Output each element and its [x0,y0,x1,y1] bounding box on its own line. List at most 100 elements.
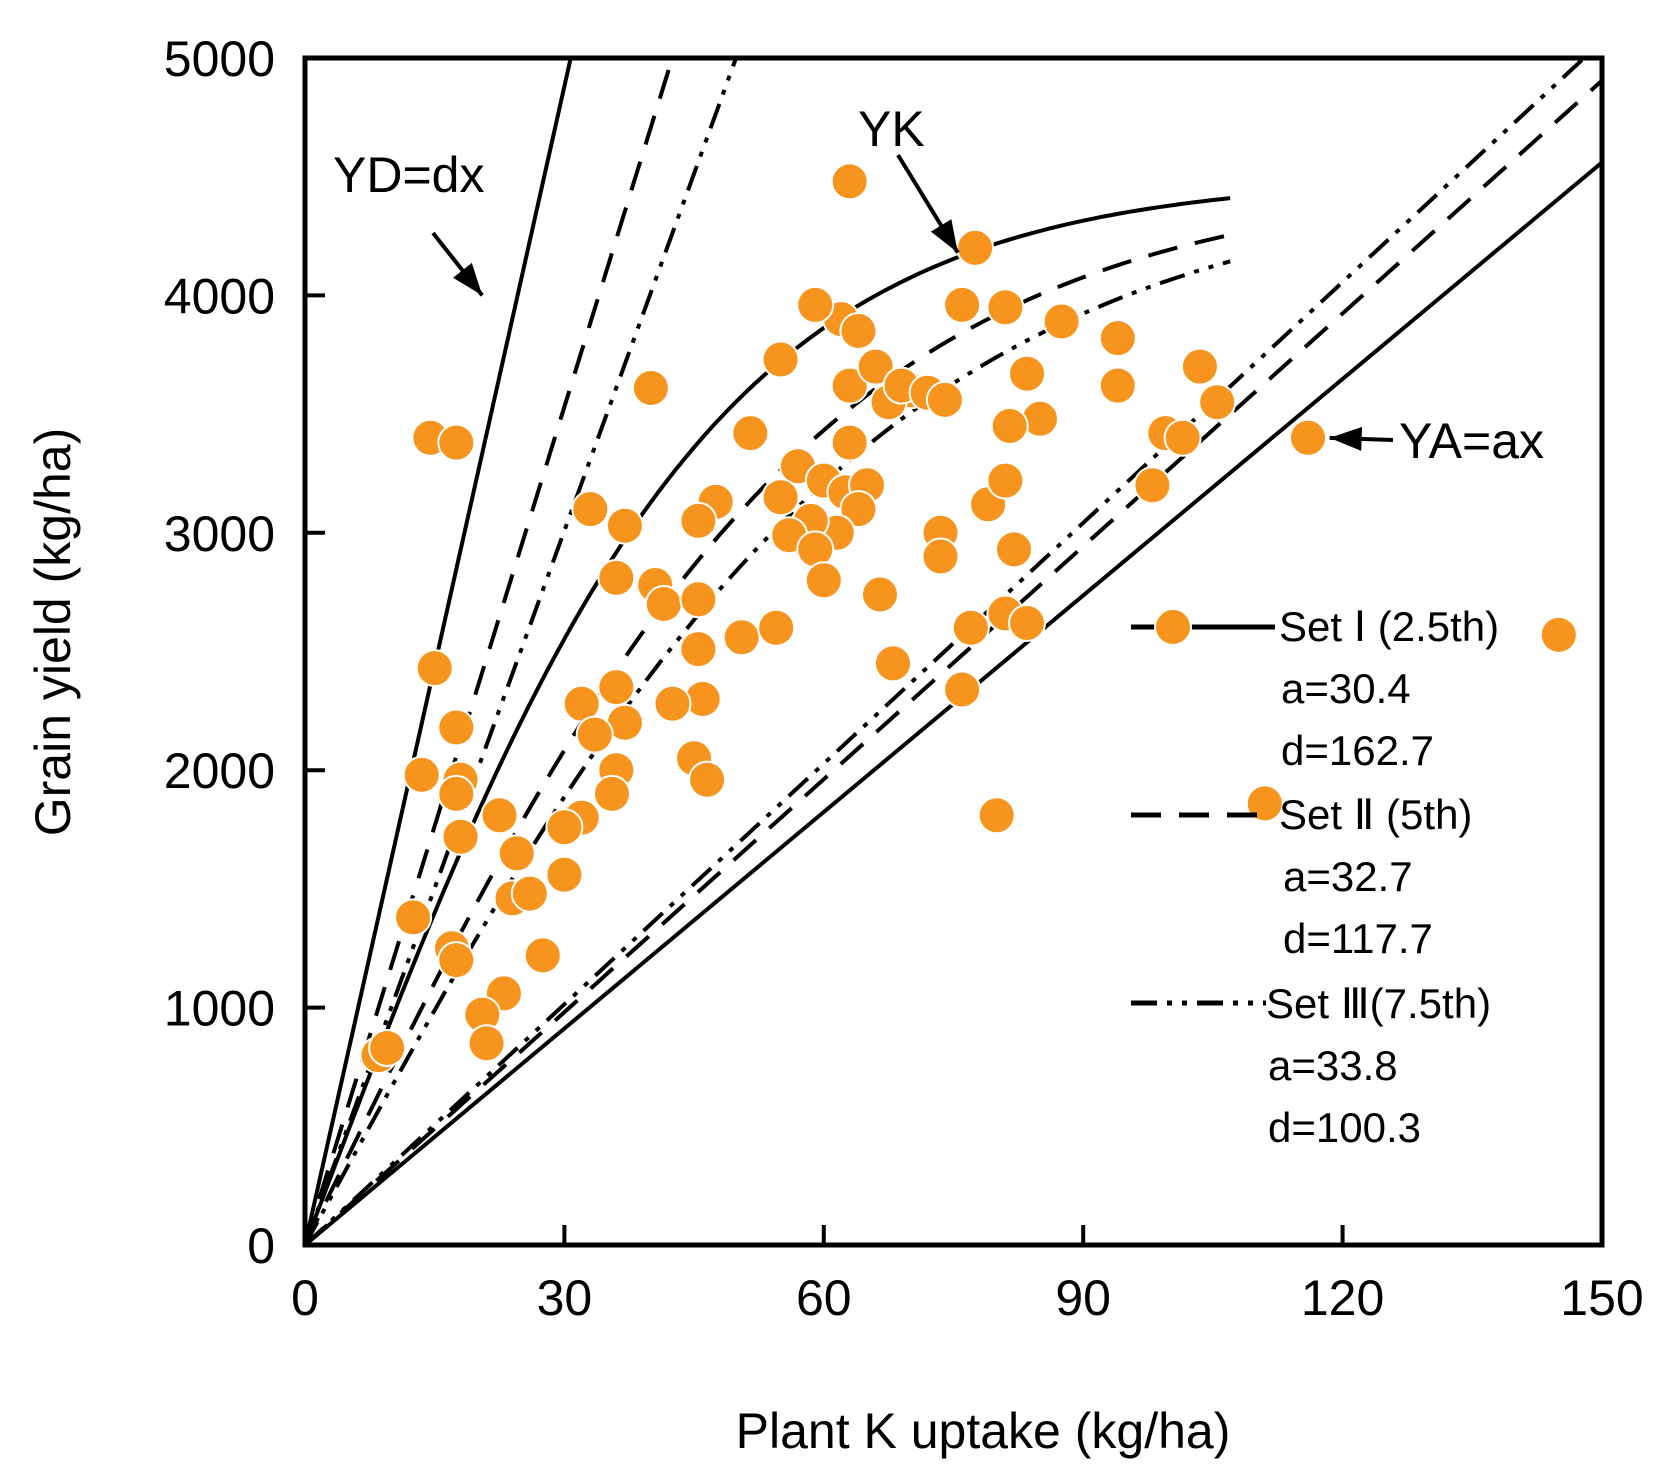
annotation-arrow-head-1 [930,219,958,253]
annotation-arrow-head-0 [453,262,483,296]
scatter-point-64 [722,618,761,657]
scatter-point-99 [368,1029,407,1067]
legend-label-set1: Set Ⅰ (2.5th) [1279,603,1499,650]
annotation-yd: YD=dx [333,147,484,203]
scatter-point-16 [1133,466,1172,505]
scatter-point-57 [571,490,610,529]
y-tick-label-3: 3000 [164,506,275,562]
legend-d-set3: d=100.3 [1268,1104,1421,1151]
scatter-point-63 [679,630,718,669]
scatter-point-92 [437,774,476,813]
legend-label-set2: Set Ⅱ (5th) [1279,791,1472,838]
scatter-point-20 [977,796,1016,835]
scatter-point-54 [925,380,964,419]
legend: Set Ⅰ (2.5th) a=30.4 d=162.7 Set Ⅱ (5th)… [1131,603,1499,1151]
scatter-point-8 [1180,347,1219,386]
y-tick-label-4: 4000 [164,268,275,324]
x-tick-label-2: 60 [796,1270,852,1326]
scatter-point-0 [830,162,869,201]
scatter-point-25 [995,530,1033,569]
scatter-point-65 [757,608,796,647]
scatter-point-81 [497,834,536,873]
scatter-point-61 [644,585,683,623]
scatter-point-7 [1098,319,1137,358]
scatter-point-69 [688,760,727,799]
annotation-arrow-head-2 [1329,426,1363,451]
ya-line-set2 [305,79,1602,1245]
scatter-point-47 [804,561,843,600]
plot-area [305,58,1602,1245]
scatter-point-21 [943,670,982,709]
scatter-point-6 [1042,302,1081,341]
scatter-point-77 [545,808,584,847]
scatter-point-29 [921,537,960,576]
annotation-yk: YK [858,101,925,157]
legend-d-set2: d=117.7 [1283,915,1433,962]
scatter-point-73 [593,774,631,813]
x-axis-title: Plant K uptake (kg/ha) [736,1403,1231,1459]
scatter-point-19 [1245,784,1284,823]
scatter-point-56 [679,501,718,540]
scatter-point-58 [605,506,644,545]
scatter-point-34 [631,369,670,407]
ya-line-set3 [305,58,1588,1245]
scatter-point-79 [523,936,562,975]
scatter-point-30 [874,644,912,683]
scatter-point-67 [653,684,692,723]
scatter-point-9 [1098,366,1137,405]
scatter-point-75 [575,715,614,754]
scatter-point-48 [830,366,869,405]
scatter-point-12 [990,407,1029,445]
scatter-point-41 [839,490,878,529]
scatter-point-1 [956,228,995,267]
scatter-point-97 [437,941,476,980]
x-tick-label-5: 150 [1560,1270,1643,1326]
scatter-point-37 [830,423,869,462]
scatter-point-45 [761,478,800,517]
scatter-point-18 [1539,615,1578,654]
scatter-point-50 [856,347,895,386]
legend-a-set3: a=33.8 [1268,1042,1398,1089]
x-tick-label-3: 90 [1055,1270,1111,1326]
scatter-point-22 [951,608,990,647]
scatter-point-15 [1163,418,1202,457]
scatter-point-49 [839,312,878,350]
legend-d-set1: d=162.7 [1281,727,1434,774]
annotation-ya: YA=ax [1399,413,1544,469]
scatter-point-4 [943,285,982,324]
scatter-point-10 [1008,354,1046,393]
scatter-point-27 [986,461,1025,500]
scatter-point-94 [402,755,441,794]
scatter-point-33 [796,285,835,324]
scatter-point-32 [761,340,800,379]
legend-a-set2: a=32.7 [1283,853,1413,900]
scatter-point-89 [415,649,454,688]
legend-a-set1: a=30.4 [1281,665,1411,712]
scatter-point-5 [986,288,1025,327]
scatter-point-86 [467,1024,506,1063]
scatter-point-88 [437,423,476,462]
x-tick-label-0: 0 [291,1270,319,1326]
legend-label-set3: Set Ⅲ(7.5th) [1266,980,1491,1027]
scatter-point-83 [510,874,549,913]
x-tick-label-1: 30 [537,1270,593,1326]
scatter-point-17 [1289,418,1327,457]
scatter-point-80 [480,796,519,835]
yd-line-set1 [305,58,573,1245]
y-tick-label-1: 1000 [164,981,275,1037]
scatter-point-59 [597,558,636,597]
scatter-point-70 [597,668,636,707]
scatter-point-90 [437,708,476,747]
scatter-point-95 [394,898,433,937]
scatter-point-78 [545,855,584,894]
y-tick-label-2: 2000 [164,743,275,799]
scatter-point-24 [1008,604,1046,642]
legend-marker-set1 [1154,608,1192,646]
scatter-point-35 [731,414,770,453]
y-tick-label-5: 5000 [164,31,275,87]
y-axis-title: Grain yield (kg/ha) [25,428,81,837]
scatter-point-31 [861,575,899,614]
scatter-point-93 [441,817,480,856]
